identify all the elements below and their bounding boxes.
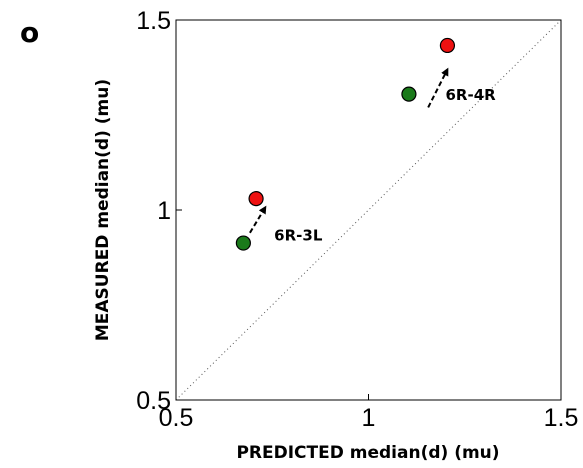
y-tick-label: 1 <box>157 197 171 225</box>
x-tick-label: 1.5 <box>544 404 579 432</box>
y-axis: 0.5 1 1.5 <box>136 7 182 415</box>
y-axis-label: MEASURED median(d) (mu) <box>93 79 113 341</box>
plot-frame <box>175 19 562 401</box>
identity-line <box>175 19 562 401</box>
x-axis-label: PREDICTED median(d) (mu) <box>236 443 499 463</box>
x-tick-label: 0.5 <box>159 404 194 432</box>
red-data-point <box>439 37 456 54</box>
green-data-point <box>401 86 417 102</box>
annotations: 6R-3L 6R-4R <box>249 67 497 244</box>
y-tick-label: 0.5 <box>136 387 171 415</box>
annotation-arrow <box>427 67 449 108</box>
annotation-label: 6R-3L <box>274 226 323 244</box>
x-axis: 0.5 1 1.5 <box>159 394 579 432</box>
annotation-label: 6R-4R <box>446 86 497 104</box>
annotation-arrow <box>249 205 267 234</box>
red-data-point <box>248 191 264 207</box>
panel-label: o <box>20 16 39 49</box>
green-data-point <box>235 235 251 251</box>
data-marks <box>235 37 456 251</box>
y-tick-label: 1.5 <box>136 7 171 35</box>
x-tick-label: 1 <box>362 404 376 432</box>
